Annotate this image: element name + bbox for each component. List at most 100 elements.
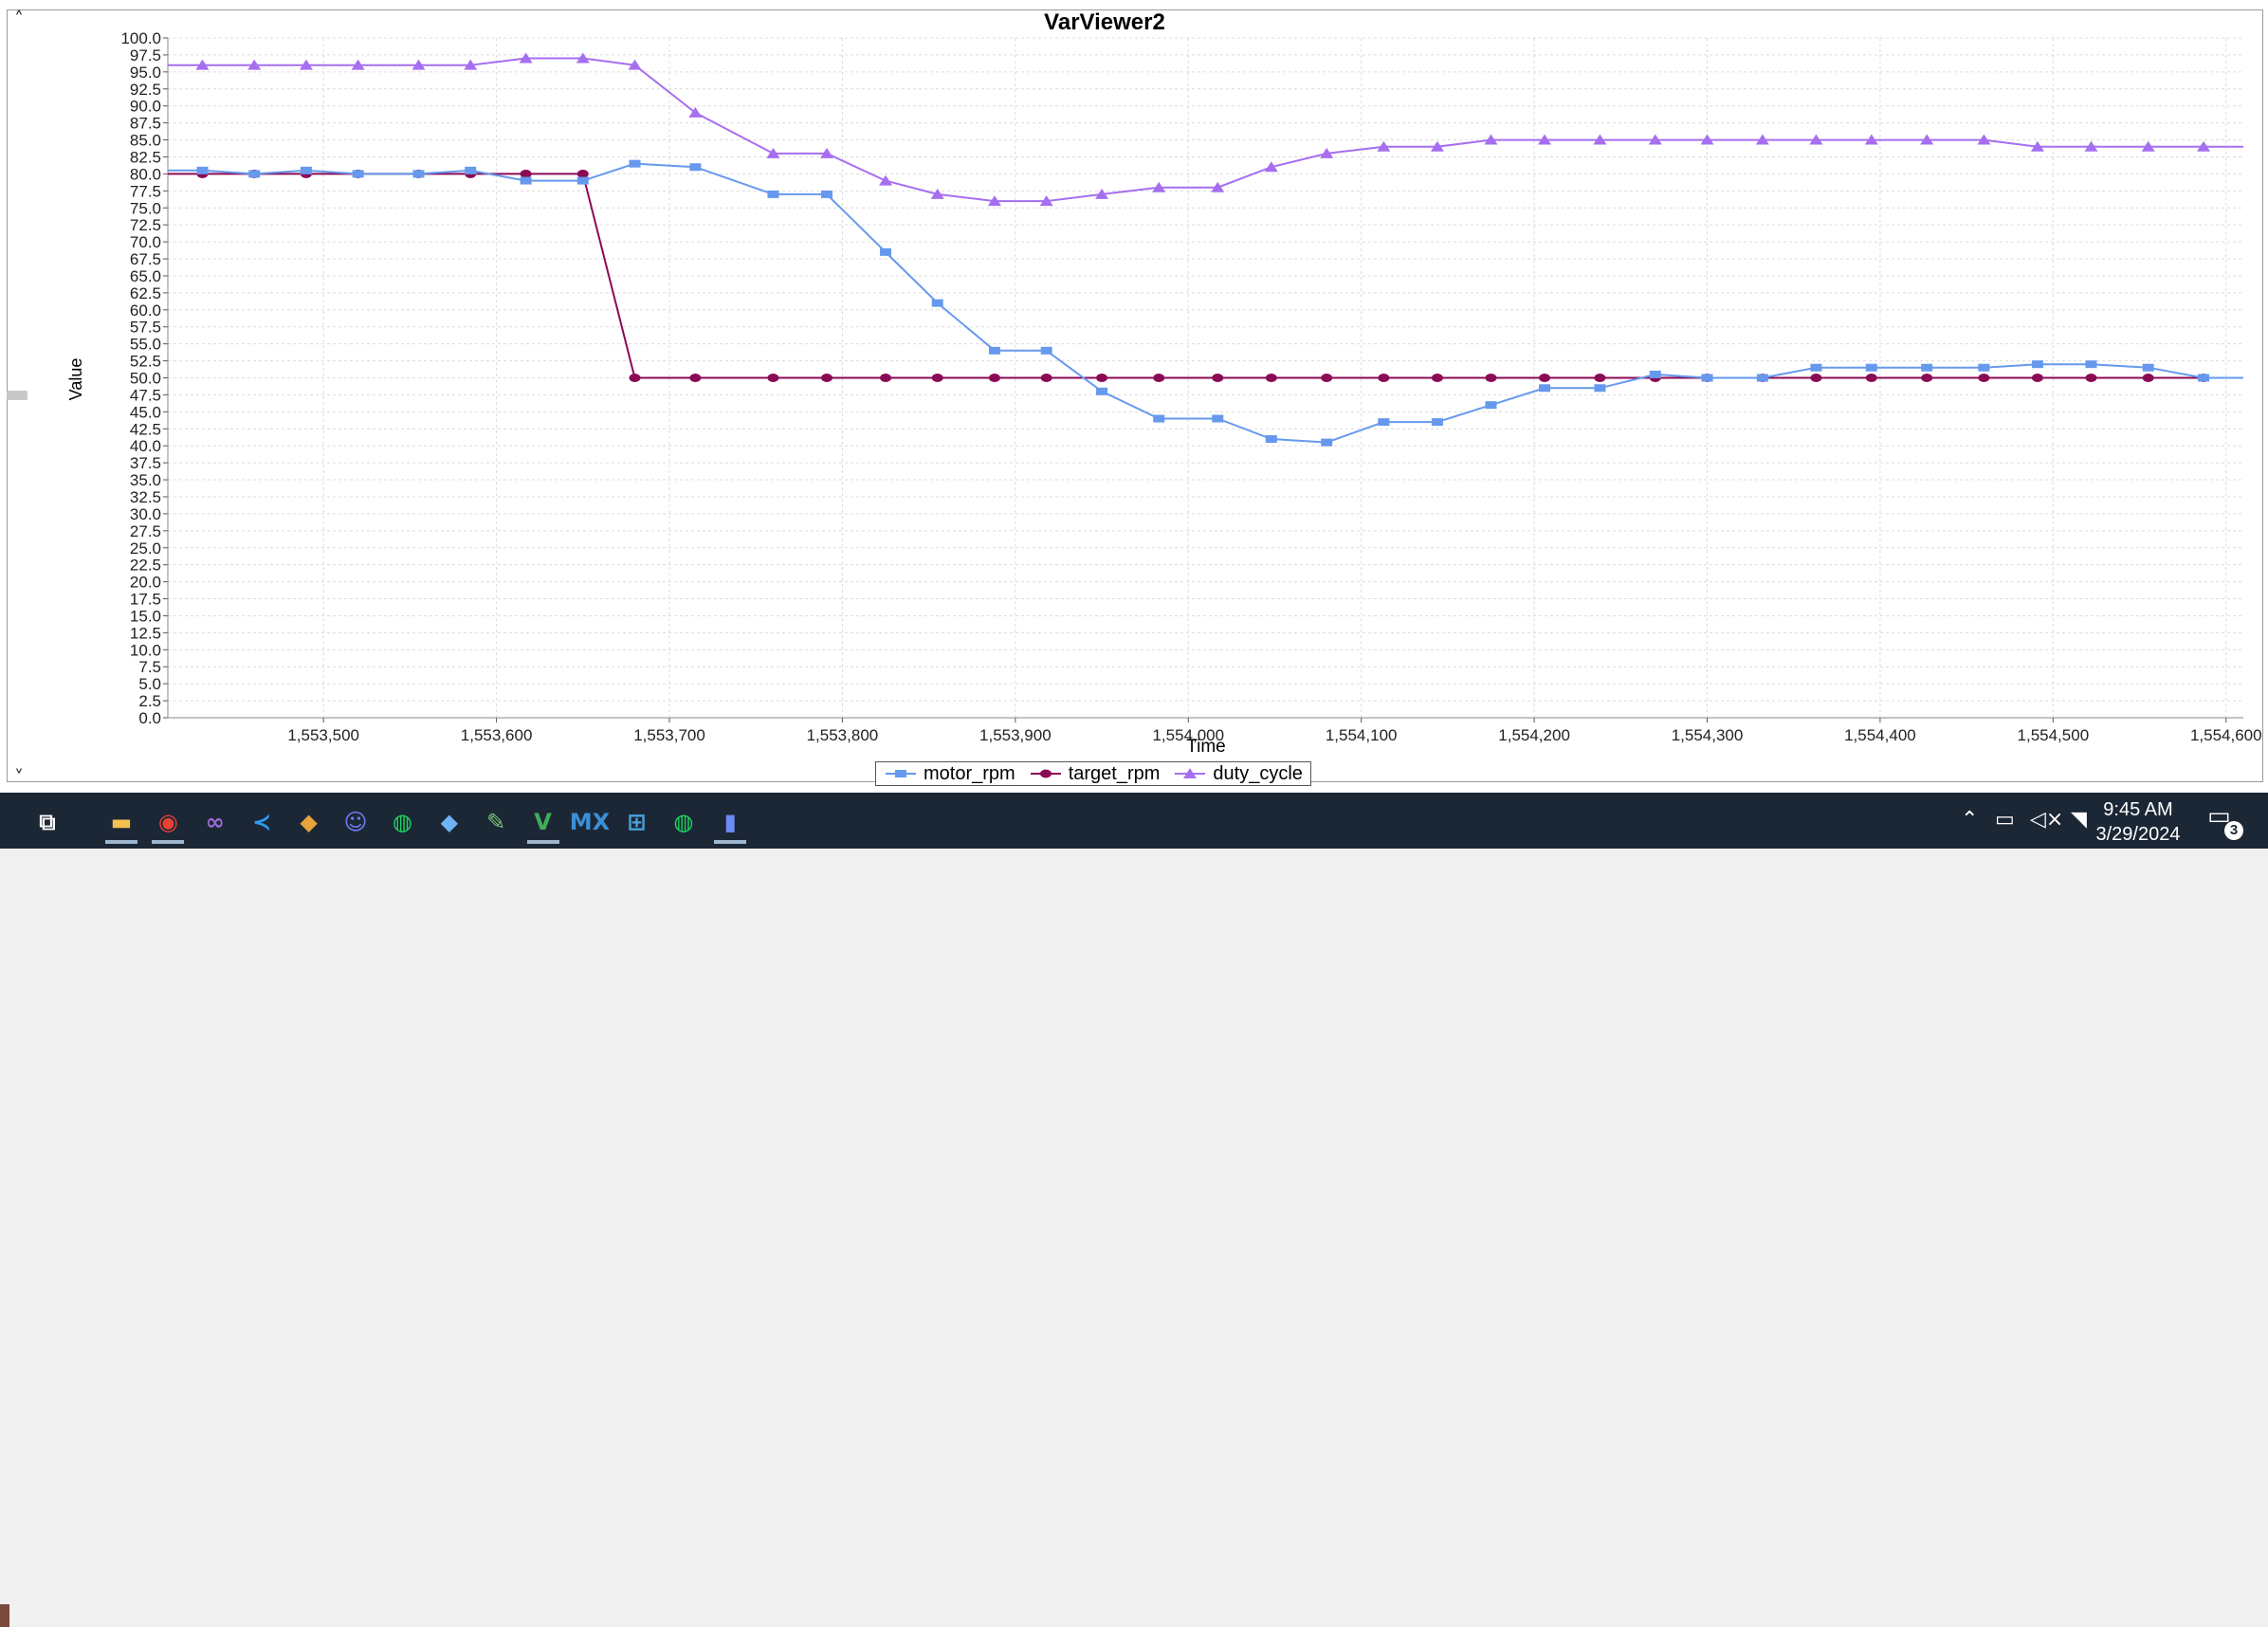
target_rpm-point	[1810, 374, 1822, 382]
y-axis-label: Value	[66, 358, 85, 401]
target_rpm-point	[880, 374, 892, 382]
git-icon[interactable]: ◆	[300, 809, 318, 835]
system-clock[interactable]: 9:45 AM 3/29/2024	[2086, 797, 2190, 847]
pinned-app-edge-icon[interactable]	[0, 1604, 9, 1627]
target_rpm-point	[1212, 374, 1224, 382]
y-tick-label: 2.5	[138, 692, 161, 710]
duty_cycle-point	[195, 59, 210, 70]
motor_rpm-point	[352, 170, 364, 178]
duty_cycle-point	[2030, 140, 2044, 152]
y-tick-label: 55.0	[130, 336, 161, 354]
y-tick-label: 37.5	[130, 454, 161, 472]
motor_rpm-point	[1649, 370, 1661, 378]
clock-time: 9:45 AM	[2103, 799, 2173, 820]
volume-muted-icon[interactable]: ◁×	[2030, 808, 2064, 832]
y-tick-label: 52.5	[130, 353, 161, 371]
x-tick-label: 1,553,500	[287, 726, 359, 744]
duty_cycle-point	[1264, 161, 1278, 173]
visual-studio-icon[interactable]: ∞	[205, 809, 225, 835]
duty_cycle-point	[299, 59, 313, 70]
y-tick-label: 85.0	[130, 132, 161, 150]
motor_rpm-point	[1594, 384, 1606, 393]
y-tick-label: 15.0	[130, 607, 161, 625]
y-tick-label: 82.5	[130, 148, 161, 166]
y-tick-label: 90.0	[130, 98, 161, 116]
duty_cycle-point	[1211, 181, 1225, 192]
y-tick-label: 5.0	[138, 675, 161, 693]
discord-icon[interactable]: ☺	[343, 809, 368, 835]
y-tick-label: 70.0	[130, 233, 161, 251]
chevron-up-icon[interactable]: ⌃	[1961, 808, 1979, 832]
motor_rpm-point	[1485, 401, 1497, 410]
motor_rpm-point	[248, 170, 261, 178]
motor_rpm-point	[2142, 363, 2154, 372]
y-tick-label: 47.5	[130, 386, 161, 404]
target_rpm-point	[2085, 374, 2097, 382]
vscode-icon[interactable]: ≺	[252, 809, 272, 835]
target_rpm-point	[931, 374, 943, 382]
duty_cycle-point	[519, 52, 533, 64]
file-explorer-icon[interactable]: ▬	[100, 800, 143, 844]
duty_cycle-point	[1755, 134, 1769, 145]
motor_rpm-point	[1212, 414, 1224, 423]
network-icon[interactable]: ⊞	[627, 809, 647, 835]
y-tick-label: 7.5	[138, 658, 161, 676]
target_rpm-point	[1539, 374, 1551, 382]
legend-swatch-motor_rpm	[886, 770, 916, 777]
motor_rpm-point	[1378, 418, 1390, 427]
chrome-icon[interactable]: ◉	[146, 800, 190, 844]
duty_cycle-point	[1648, 134, 1662, 145]
y-tick-label: 95.0	[130, 64, 161, 82]
duty_cycle-point	[1377, 140, 1391, 152]
wifi-icon[interactable]: ◥	[2071, 808, 2087, 832]
motor_rpm-point	[931, 299, 943, 307]
target_rpm-point	[576, 169, 589, 178]
spotify-2-icon[interactable]: ◍	[673, 809, 694, 835]
x-axis-label: Time	[1186, 737, 1226, 757]
y-tick-label: 22.5	[130, 557, 161, 575]
y-tick-label: 72.5	[130, 216, 161, 234]
target_rpm-point	[629, 374, 641, 382]
task-view-icon[interactable]: ⧉	[39, 809, 56, 835]
splitter-handle[interactable]	[7, 391, 27, 400]
stm32cubemx-icon[interactable]: MX	[569, 809, 611, 835]
motor_rpm-point	[629, 159, 641, 168]
y-tick-label: 100.0	[120, 29, 161, 47]
notification-icon[interactable]: ▭ 3	[2207, 802, 2245, 840]
duty_cycle-point	[1538, 134, 1552, 145]
motor_rpm-point	[988, 346, 1000, 355]
series-layer	[168, 52, 2243, 447]
y-tick-label: 10.0	[130, 641, 161, 659]
duty_cycle-point	[930, 188, 944, 199]
y-tick-label: 35.0	[130, 471, 161, 489]
vs-editor-icon[interactable]: V	[521, 800, 565, 844]
duty_cycle-point	[576, 52, 590, 64]
x-tick-label: 1,554,200	[1498, 726, 1570, 744]
legend-item-target_rpm: target_rpm	[1029, 763, 1160, 785]
collapse-up-icon[interactable]: ˄	[14, 8, 24, 30]
duty_cycle-point	[2141, 140, 2155, 152]
notepad-icon[interactable]: ✎	[486, 809, 506, 835]
collapse-down-icon[interactable]: ˅	[14, 766, 24, 789]
y-tick-label: 42.5	[130, 420, 161, 438]
battery-icon[interactable]: ▭	[1995, 808, 2015, 832]
axes: 0.02.55.07.510.012.515.017.520.022.525.0…	[120, 29, 2261, 744]
duty_cycle-point	[879, 174, 893, 186]
y-tick-label: 20.0	[130, 574, 161, 592]
target_rpm-point	[1865, 374, 1877, 382]
target_rpm-point	[1921, 374, 1933, 382]
x-tick-label: 1,554,600	[2190, 726, 2262, 744]
motor_rpm-point	[1756, 374, 1768, 382]
motor_rpm-point	[412, 170, 425, 178]
target_rpm-point	[1378, 374, 1390, 382]
varviewer-icon[interactable]: ▮	[708, 800, 752, 844]
spotify-icon[interactable]: ◍	[392, 809, 412, 835]
duty_cycle-point	[247, 59, 262, 70]
y-tick-label: 45.0	[130, 403, 161, 421]
target_rpm-point	[767, 374, 779, 382]
y-tick-label: 12.5	[130, 624, 161, 642]
inkscape-icon[interactable]: ◆	[440, 809, 459, 835]
x-tick-label: 1,554,300	[1672, 726, 1744, 744]
y-tick-label: 92.5	[130, 81, 161, 99]
motor_rpm-point	[1153, 414, 1165, 423]
